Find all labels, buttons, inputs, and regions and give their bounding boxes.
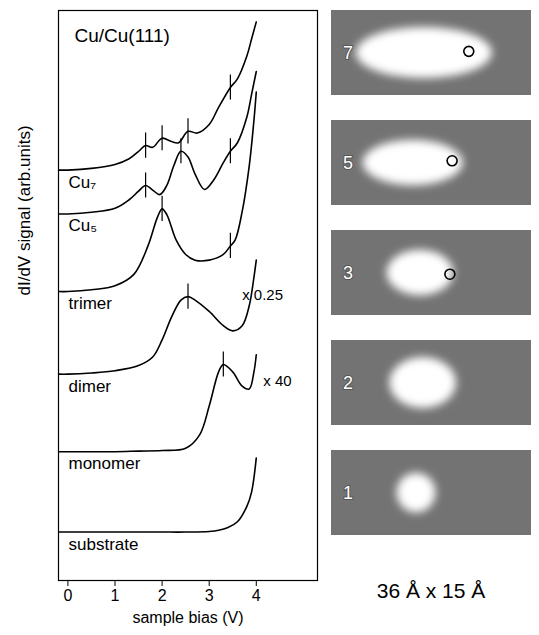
svg-text:2: 2 — [158, 587, 167, 604]
svg-text:3: 3 — [205, 587, 214, 604]
svg-text:1: 1 — [111, 587, 120, 604]
svg-text:dI/dV signal (arb.units): dI/dV signal (arb.units) — [15, 125, 34, 295]
svg-text:x 40: x 40 — [263, 372, 291, 389]
svg-text:0: 0 — [63, 587, 72, 604]
svg-text:trimer: trimer — [69, 294, 113, 313]
svg-text:4: 4 — [252, 587, 261, 604]
html-text:36 Å x 15 Å: 36 Å x 15 Å — [376, 579, 486, 602]
svg-text:dimer: dimer — [69, 377, 112, 396]
svg-text:2: 2 — [343, 373, 353, 393]
svg-text:Cu/Cu(111): Cu/Cu(111) — [75, 25, 170, 46]
svg-text:3: 3 — [343, 263, 353, 283]
svg-text:5: 5 — [343, 153, 353, 173]
svg-text:monomer: monomer — [69, 454, 141, 473]
svg-text:Cu₇: Cu₇ — [69, 173, 97, 192]
svg-text:sample bias (V): sample bias (V) — [132, 609, 243, 626]
svg-text:substrate: substrate — [69, 534, 139, 553]
svg-text:1: 1 — [343, 483, 353, 503]
svg-text:7: 7 — [343, 43, 353, 63]
svg-text:x 0.25: x 0.25 — [242, 286, 283, 303]
svg-text:Cu₅: Cu₅ — [69, 216, 98, 235]
